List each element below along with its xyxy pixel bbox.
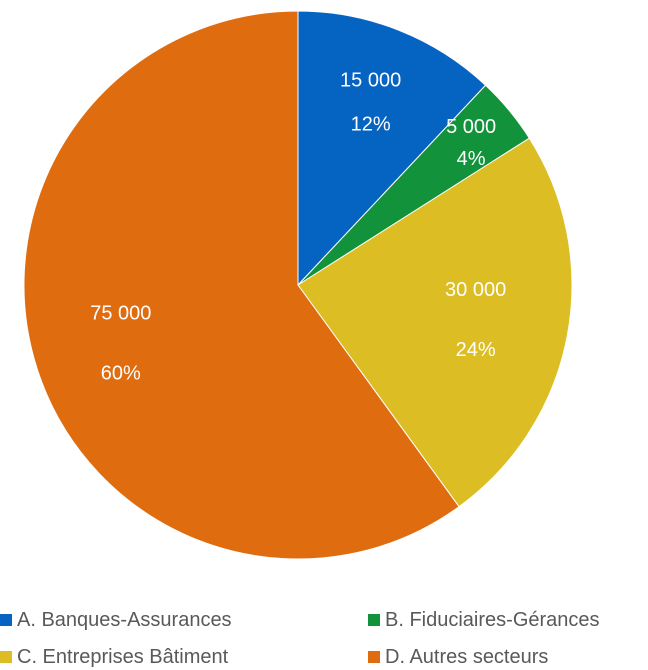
pie-slice-a (297, 10, 487, 287)
pie-slice-c (297, 137, 573, 508)
legend-label-a: A. Banques-Assurances (17, 609, 232, 631)
pie-chart: 15 000 12% 5 000 4% 30 000 24% 75 000 60% (23, 10, 573, 560)
legend-item-b: B. Fiduciaires-Gérances (368, 608, 600, 632)
slice-value-label-b: 5 000 (446, 116, 496, 138)
slice-percent-label-c: 24% (456, 339, 496, 361)
legend-swatch-d (368, 651, 380, 663)
legend-swatch-c (0, 651, 12, 663)
slice-value-label-c: 30 000 (445, 279, 506, 301)
legend-swatch-a (0, 614, 12, 626)
pie-slice-d (23, 10, 460, 560)
legend-label-d: D. Autres secteurs (385, 646, 549, 668)
legend-item-c: C. Entreprises Bâtiment (0, 645, 228, 669)
legend-label-b: B. Fiduciaires-Gérances (385, 609, 600, 631)
legend-item-a: A. Banques-Assurances (0, 608, 232, 632)
legend-item-d: D. Autres secteurs (368, 645, 548, 669)
slice-percent-label-a: 12% (351, 114, 391, 136)
slice-percent-label-b: 4% (457, 148, 486, 170)
slice-value-label-a: 15 000 (340, 70, 401, 92)
slice-value-label-d: 75 000 (90, 303, 151, 325)
slice-percent-label-d: 60% (101, 363, 141, 385)
legend-swatch-b (368, 614, 380, 626)
legend: A. Banques-Assurances B. Fiduciaires-Gér… (0, 608, 648, 670)
legend-label-c: C. Entreprises Bâtiment (17, 646, 229, 668)
